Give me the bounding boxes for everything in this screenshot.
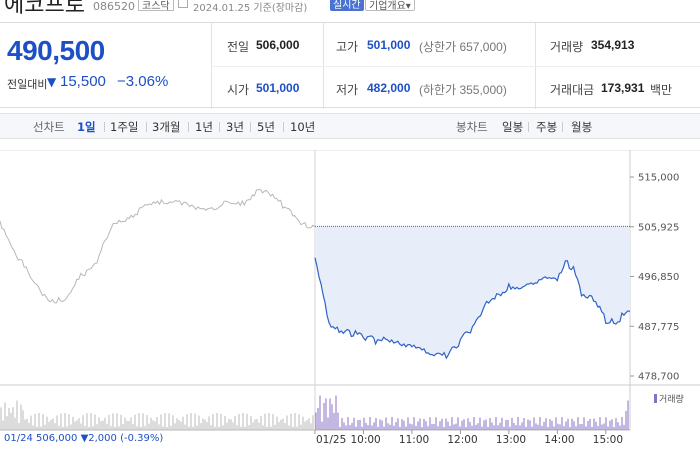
x-tick-label: 14:00 <box>544 434 574 446</box>
prev-day-date: 01/24 <box>4 433 33 444</box>
divider <box>211 66 700 67</box>
line-chart-label[interactable]: 선차트 <box>33 120 65 134</box>
current-price-box: 490,500 전일대비 ▼ 15,500 −3.06% <box>0 23 200 109</box>
calendar-icon <box>178 0 188 8</box>
company-overview-button[interactable]: 기업개요▾ <box>365 0 415 12</box>
prev-day-close: 506,000 <box>36 433 78 444</box>
y-tick-label: 505,925 <box>638 222 679 233</box>
stock-code: 086520 <box>93 0 135 13</box>
tab-3year[interactable]: 3년 <box>226 120 244 134</box>
prev-day-change-pct: (-0.39%) <box>120 433 164 444</box>
tab-1year[interactable]: 1년 <box>195 120 213 134</box>
change-label: 전일대비 <box>7 78 48 91</box>
candle-chart-label[interactable]: 봉차트 <box>456 120 488 134</box>
base-date: 2024.01.25 기준(장마감) <box>193 3 308 14</box>
prev-day-info: 01/24 506,000 ▼2,000 (-0.39%) <box>4 433 163 444</box>
price-chart[interactable]: 515,000 505,925 496,850 487,775 478,700 01/25… <box>0 150 700 450</box>
tab-monthly-candle[interactable]: 월봉 <box>571 120 593 134</box>
x-tick-label: 15:00 <box>593 434 623 446</box>
x-tick-label: 12:00 <box>447 434 477 446</box>
today-area-fill <box>315 226 630 359</box>
prev-day-change: 2,000 <box>88 433 117 444</box>
stock-header: 에코프로 086520 코스닥 2024.01.25 기준(장마감) 실시간 기… <box>0 0 700 18</box>
tab-10year[interactable]: 10년 <box>290 120 316 134</box>
prev-close-label: 전일 <box>227 40 250 54</box>
change-percent: −3.06% <box>117 73 169 90</box>
volume-legend: 거래량 <box>654 392 684 405</box>
prev-day-arrow: ▼ <box>80 433 89 444</box>
chart-canvas[interactable]: 515,000 505,925 496,850 487,775 478,700 01/25… <box>0 150 700 450</box>
x-tick-label: 11:00 <box>399 434 429 446</box>
high-label: 고가 <box>336 40 359 54</box>
tab-divider <box>104 122 105 132</box>
x-tick-label: 01/25 <box>316 434 346 446</box>
market-badge: 코스닥 <box>138 0 174 12</box>
y-tick-label: 515,000 <box>638 173 679 184</box>
high-value: 501,000 <box>367 38 411 52</box>
tab-divider <box>528 122 529 132</box>
y-tick-label: 478,700 <box>638 372 679 383</box>
open-value: 501,000 <box>256 81 300 95</box>
stock-name: 에코프로 <box>4 0 85 18</box>
price-summary: 490,500 전일대비 ▼ 15,500 −3.06% 전일 506,000 … <box>0 22 700 109</box>
tab-1week[interactable]: 1주일 <box>110 120 139 134</box>
tab-divider <box>146 122 147 132</box>
trade-value-unit: 백만 <box>650 83 673 97</box>
chart-tabs: 선차트 1일 1주일 3개월 1년 3년 5년 10년 봉차트 일봉 주봉 월봉 <box>0 113 700 139</box>
x-tick-label: 10:00 <box>350 434 380 446</box>
volume-swatch <box>654 394 657 403</box>
y-tick-label: 487,775 <box>638 322 679 333</box>
low-label: 저가 <box>336 83 359 97</box>
y-tick-label: 496,850 <box>638 272 679 283</box>
open-label: 시가 <box>227 83 250 97</box>
volume-value: 354,913 <box>591 38 635 52</box>
realtime-button[interactable]: 실시간 <box>330 0 364 11</box>
tab-divider <box>283 122 284 132</box>
tab-5year[interactable]: 5년 <box>257 120 275 134</box>
series-today-line <box>314 257 631 360</box>
tab-daily-candle[interactable]: 일봉 <box>502 120 524 134</box>
x-tick-label: 13:00 <box>496 434 526 446</box>
lower-limit: (하한가 355,000) <box>419 83 507 97</box>
current-price: 490,500 <box>7 35 105 66</box>
down-arrow-icon: ▼ <box>47 75 57 89</box>
low-value: 482,000 <box>367 81 411 95</box>
tab-3month[interactable]: 3개월 <box>152 120 181 134</box>
trade-value-label: 거래대금 <box>550 83 595 97</box>
upper-limit: (상한가 657,000) <box>419 40 507 54</box>
volume-label: 거래량 <box>550 40 584 54</box>
tab-divider <box>562 122 563 132</box>
tab-1day[interactable]: 1일 <box>77 120 96 134</box>
volume-legend-label: 거래량 <box>659 395 684 405</box>
tab-divider <box>219 122 220 132</box>
trade-value: 173,931 <box>601 81 645 95</box>
tab-divider <box>188 122 189 132</box>
series-prev-day-line <box>0 188 316 304</box>
change-amount: 15,500 <box>60 73 106 90</box>
tab-divider <box>250 122 251 132</box>
prev-close-value: 506,000 <box>256 38 300 52</box>
tab-weekly-candle[interactable]: 주봉 <box>536 120 558 134</box>
